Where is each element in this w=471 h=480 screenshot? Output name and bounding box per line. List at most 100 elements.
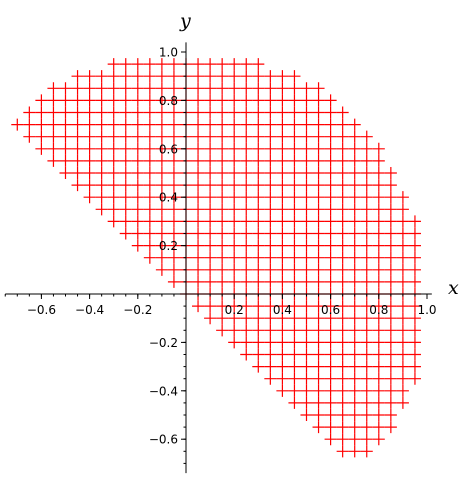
data-point-82 <box>47 106 60 119</box>
data-point-275 <box>372 179 385 192</box>
data-point-448 <box>396 263 409 276</box>
data-point-4 <box>155 58 168 71</box>
data-point-279 <box>107 191 120 204</box>
data-point-201 <box>131 154 144 167</box>
data-point-70 <box>216 94 229 107</box>
data-point-141 <box>83 130 96 143</box>
data-point-147 <box>155 130 168 143</box>
data-point-607 <box>324 384 337 397</box>
data-point-264 <box>240 179 253 192</box>
data-point-2 <box>131 58 144 71</box>
data-point-610 <box>360 384 373 397</box>
data-point-89 <box>131 106 144 119</box>
data-point-321 <box>300 203 313 216</box>
data-point-196 <box>71 154 84 167</box>
data-point-139 <box>59 130 72 143</box>
data-point-39 <box>131 82 144 95</box>
data-point-455 <box>228 275 241 288</box>
data-point-297 <box>324 191 337 204</box>
data-point-153 <box>228 130 241 143</box>
data-point-390 <box>240 239 253 252</box>
data-point-549 <box>276 336 289 349</box>
data-point-290 <box>240 191 253 204</box>
data-point-91 <box>155 106 168 119</box>
data-point-225 <box>95 166 108 180</box>
data-point-41 <box>155 82 168 95</box>
y-tick-label: 0.4 <box>159 191 178 205</box>
data-point-324 <box>336 203 349 216</box>
data-point-120 <box>167 118 180 131</box>
data-point-292 <box>264 191 277 204</box>
data-point-567 <box>312 348 325 361</box>
data-point-37 <box>107 82 120 95</box>
data-point-135 <box>348 118 361 131</box>
data-point-33 <box>59 82 72 95</box>
data-point-261 <box>204 179 217 192</box>
data-point-512 <box>228 312 241 325</box>
data-point-405 <box>143 251 156 264</box>
data-point-515 <box>264 312 277 325</box>
data-point-272 <box>336 179 349 192</box>
data-point-349 <box>336 215 349 228</box>
data-point-262 <box>216 179 229 192</box>
data-point-571 <box>360 348 373 361</box>
data-point-268 <box>288 179 301 192</box>
data-point-12 <box>252 58 265 71</box>
data-point-511 <box>216 312 229 325</box>
data-point-424 <box>372 251 385 264</box>
data-point-370 <box>288 227 301 240</box>
data-point-84 <box>71 106 84 119</box>
data-point-240 <box>276 166 289 180</box>
data-point-86 <box>95 106 108 119</box>
data-point-238 <box>252 166 265 180</box>
data-point-34 <box>71 82 84 95</box>
data-point-23 <box>192 70 205 83</box>
data-point-154 <box>240 130 253 143</box>
data-point-392 <box>264 239 277 252</box>
data-point-436 <box>252 263 265 276</box>
data-point-355 <box>408 215 421 228</box>
data-point-113 <box>83 118 96 131</box>
data-point-419 <box>312 251 325 264</box>
data-point-11 <box>240 58 253 71</box>
data-point-467 <box>372 275 385 288</box>
data-point-166 <box>47 142 60 155</box>
data-point-342 <box>252 215 265 228</box>
data-point-178 <box>192 142 205 155</box>
data-point-52 <box>288 82 301 95</box>
data-point-636 <box>360 421 373 434</box>
data-point-500 <box>300 300 313 313</box>
data-point-611 <box>372 384 385 397</box>
data-point-646 <box>360 445 373 458</box>
data-point-306 <box>119 203 132 216</box>
data-point-432 <box>204 263 217 276</box>
data-point-416 <box>276 251 289 264</box>
data-point-624 <box>300 408 313 422</box>
data-point-334 <box>155 215 168 228</box>
data-point-546 <box>240 336 253 349</box>
data-point-151 <box>204 130 217 143</box>
data-point-97 <box>228 106 241 119</box>
data-point-50 <box>264 82 277 95</box>
data-point-29 <box>264 70 277 83</box>
data-point-520 <box>324 312 337 325</box>
data-point-347 <box>312 215 325 228</box>
y-tick-label: 0.8 <box>159 94 178 108</box>
data-point-350 <box>348 215 361 228</box>
data-point-20 <box>155 70 168 83</box>
data-point-420 <box>324 251 337 264</box>
data-point-406 <box>155 251 168 264</box>
data-point-470 <box>408 275 421 288</box>
data-point-533 <box>276 324 289 337</box>
data-point-27 <box>240 70 253 83</box>
data-point-559 <box>396 336 409 349</box>
data-point-299 <box>348 191 361 204</box>
data-point-216 <box>312 154 325 167</box>
data-point-318 <box>264 203 277 216</box>
data-point-300 <box>360 191 373 204</box>
data-point-526 <box>396 312 409 325</box>
data-point-531 <box>252 324 265 337</box>
data-point-587 <box>384 360 397 373</box>
data-point-3 <box>143 58 156 71</box>
data-point-323 <box>324 203 337 216</box>
